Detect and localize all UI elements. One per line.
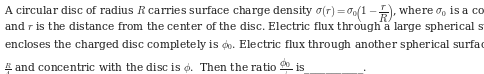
Text: $\frac{R}{4}$ and concentric with the disc is $\phi$.  Then the ratio $\dfrac{\p: $\frac{R}{4}$ and concentric with the di… — [4, 57, 366, 74]
Text: A circular disc of radius $R$ carries surface charge density $\sigma(r) = \sigma: A circular disc of radius $R$ carries su… — [4, 2, 484, 24]
Text: encloses the charged disc completely is $\phi_0$. Electric flux through another : encloses the charged disc completely is … — [4, 38, 484, 52]
Text: and $r$ is the distance from the center of the disc. Electric flux through a lar: and $r$ is the distance from the center … — [4, 20, 484, 34]
